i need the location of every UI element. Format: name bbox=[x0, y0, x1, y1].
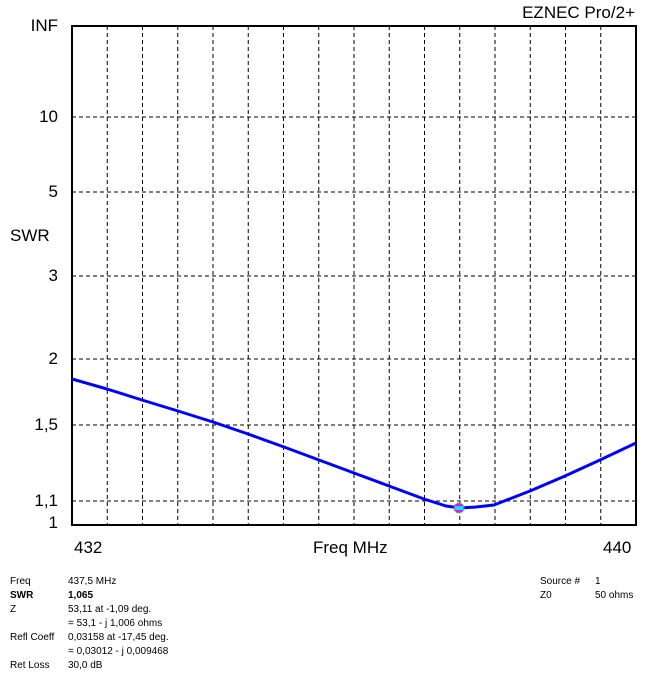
z0-label: Z0 bbox=[540, 590, 552, 601]
y-tick-5: 5 bbox=[48, 182, 58, 201]
y-tick-1: 1 bbox=[48, 513, 58, 532]
return-loss-label: Ret Loss bbox=[10, 660, 50, 671]
return-loss-value: 30,0 dB bbox=[68, 660, 103, 671]
y-tick-1-1: 1,1 bbox=[34, 491, 58, 510]
freq-value: 437,5 MHz bbox=[68, 576, 117, 587]
plot-frame bbox=[71, 25, 637, 526]
y-axis-label: SWR bbox=[10, 226, 50, 245]
z-rect-value: = 53,1 - j 1,006 ohms bbox=[68, 618, 163, 629]
refl-coeff-rect-value: = 0,03012 - j 0,009468 bbox=[68, 646, 169, 657]
y-tick-1-5: 1,5 bbox=[34, 415, 58, 434]
source-value: 1 bbox=[595, 576, 601, 587]
x-axis-label: Freq MHz bbox=[313, 538, 388, 557]
swr-value: 1,065 bbox=[68, 590, 94, 601]
x-tick-start: 432 bbox=[74, 538, 103, 557]
source-label: Source # bbox=[540, 576, 581, 587]
freq-label: Freq bbox=[10, 576, 31, 587]
y-tick-3: 3 bbox=[48, 266, 58, 285]
y-tick-2: 2 bbox=[48, 349, 58, 368]
swr-label: SWR bbox=[10, 590, 34, 601]
current-frequency-marker bbox=[453, 502, 465, 514]
refl-coeff-label: Refl Coeff bbox=[10, 632, 55, 643]
y-tick-inf: INF bbox=[30, 16, 58, 35]
swr-curve bbox=[71, 377, 637, 510]
refl-coeff-value: 0,03158 at -17,45 deg. bbox=[68, 632, 169, 643]
y-tick-10: 10 bbox=[39, 107, 58, 126]
plot-grid bbox=[72, 26, 636, 525]
z-label: Z bbox=[10, 604, 17, 615]
z0-value: 50 ohms bbox=[595, 590, 634, 601]
z-value: 53,11 at -1,09 deg. bbox=[68, 604, 152, 615]
x-tick-end: 440 bbox=[603, 538, 632, 557]
brand-label: EZNEC Pro/2+ bbox=[522, 3, 635, 22]
